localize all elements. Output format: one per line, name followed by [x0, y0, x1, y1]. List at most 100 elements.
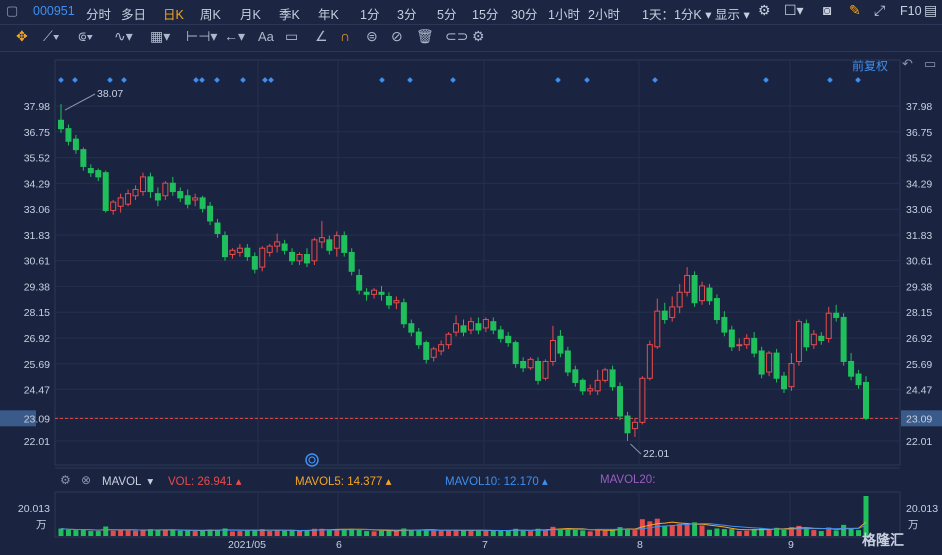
indicator-close-icon[interactable]: ⊗ — [81, 473, 92, 487]
event-marker-icon — [199, 77, 205, 83]
current-price-tag-left — [0, 410, 36, 427]
event-marker-icon — [240, 77, 246, 83]
x-tick-label: 6 — [336, 539, 342, 551]
candle-body — [512, 342, 519, 365]
y-tick-label-left: 35.52 — [24, 153, 50, 165]
candle-body — [87, 168, 94, 174]
candle-body — [594, 379, 601, 392]
candle-body — [661, 310, 668, 321]
event-marker-icon — [58, 77, 64, 83]
volume-bar — [438, 530, 444, 536]
period-tab[interactable]: 年K — [318, 8, 339, 22]
candle-body — [281, 243, 288, 251]
trash-icon[interactable]: 🗑 — [416, 28, 434, 44]
line-tool-icon[interactable]: ⟋▾ — [43, 28, 60, 44]
arrow-tool-icon[interactable]: ←▾ — [224, 28, 246, 44]
volume-bar — [662, 526, 668, 536]
low-marker-line — [630, 443, 642, 455]
link-icon[interactable]: ⊂⊃ — [445, 28, 469, 44]
volume-bar — [289, 530, 295, 536]
period-tab[interactable]: 日K — [163, 8, 184, 22]
draw-settings-icon[interactable]: ⚙ — [472, 28, 485, 44]
volume-bar — [364, 531, 370, 536]
x-tick-label: 8 — [637, 539, 643, 551]
candle-body — [490, 321, 497, 331]
text-tool[interactable]: Aa — [258, 29, 274, 44]
y-tick-label-right: 36.75 — [906, 127, 932, 139]
period-tab[interactable]: 1分 — [360, 8, 380, 22]
candle-body — [676, 291, 683, 308]
period-tab[interactable]: 季K — [279, 8, 300, 22]
y-tick-label-left: 28.15 — [24, 307, 50, 319]
volume-bar — [744, 530, 750, 536]
period-tab[interactable]: 周K — [200, 8, 221, 22]
period-tab[interactable]: 5分 — [437, 8, 457, 22]
volume-bar — [848, 528, 854, 536]
undo-icon[interactable]: ↶ — [902, 56, 913, 71]
measure-tool-icon[interactable]: ⊢⊣▾ — [186, 28, 218, 44]
indicator-select[interactable]: MAVOL ▾ — [102, 476, 154, 488]
period-tab[interactable]: 2小时 — [588, 8, 620, 22]
stock-code[interactable]: 000951 — [33, 4, 75, 18]
volume-bar — [595, 529, 601, 536]
fib-tool-icon[interactable]: ▦▾ — [150, 28, 171, 44]
candle-body — [378, 291, 385, 295]
volume-bar — [319, 528, 325, 536]
layout-icon[interactable]: ▤ — [924, 2, 938, 18]
candle-body — [184, 195, 191, 205]
volume-bar — [483, 530, 489, 536]
volume-bar — [393, 531, 399, 536]
period-tab[interactable]: 15分 — [472, 8, 499, 22]
candle-body — [341, 235, 348, 253]
candle-body — [125, 193, 132, 205]
volume-bar — [297, 531, 303, 536]
mavol10-value: MAVOL10: 12.170 ▴ — [445, 476, 548, 488]
event-marker-icon — [121, 77, 127, 83]
y-tick-label-left: 29.38 — [24, 281, 50, 293]
checkbox-icon[interactable]: ☐▾ — [784, 2, 804, 18]
indicator-settings-icon[interactable]: ⚙ — [60, 473, 71, 487]
period-tab[interactable]: 1小时 — [548, 8, 580, 22]
candle-body — [274, 241, 281, 247]
wave-tool-icon[interactable]: ∿▾ — [114, 28, 133, 44]
period-tab[interactable]: 分时 — [86, 8, 112, 22]
volume-bar — [833, 530, 839, 536]
window-icon[interactable]: ▢ — [6, 3, 19, 18]
pen-icon[interactable]: ✎ — [849, 2, 861, 18]
camera-icon[interactable]: ◙ — [823, 2, 832, 18]
period-tab[interactable]: 多日 — [121, 8, 147, 22]
volume-bar — [446, 530, 452, 536]
volume-bar — [341, 529, 347, 536]
fullscreen-icon[interactable]: ⤢ — [874, 2, 886, 18]
range-select[interactable]: 1天：1分K ▾ — [642, 8, 712, 22]
volume-bar — [207, 529, 213, 536]
hide-icon[interactable]: ⊘ — [391, 28, 403, 44]
display-select[interactable]: 显示 ▾ — [715, 8, 750, 22]
volume-bar — [796, 525, 802, 536]
volume-bar — [736, 531, 742, 536]
lock-icon[interactable]: ⊜ — [366, 28, 378, 44]
period-tab[interactable]: 3分 — [397, 8, 417, 22]
f10-button[interactable]: F10 — [900, 4, 922, 18]
candle-body — [296, 254, 303, 262]
period-tab[interactable]: 月K — [240, 8, 261, 22]
sidebar-toggle-icon[interactable]: ▭ — [924, 56, 937, 71]
volume-bar — [788, 527, 794, 536]
vol-value: VOL: 26.941 ▴ — [168, 476, 242, 488]
drawing-toolbar: ✥ ⟋▾ ⟃▾ ∿▾ ▦▾ ⊢⊣▾ ←▾ Aa ▭ ∠ ∩ ⊜ ⊘ 🗑 ⊂⊃ ⚙ — [0, 25, 942, 52]
candle-body — [192, 197, 199, 201]
volume-bar — [475, 530, 481, 536]
ray-tool-icon[interactable]: ⟃▾ — [78, 28, 94, 44]
magnet-icon[interactable]: ∩ — [340, 28, 351, 44]
crosshair-icon[interactable]: ✥ — [16, 28, 28, 44]
ruler-icon[interactable]: ∠ — [315, 28, 328, 44]
period-tab[interactable]: 30分 — [511, 8, 538, 22]
adjust-mode-button[interactable]: 前复权 — [852, 59, 889, 73]
settings-icon[interactable]: ⚙ — [758, 2, 771, 18]
candle-body — [229, 249, 236, 256]
candle-body — [781, 375, 788, 390]
volume-bar — [349, 528, 355, 536]
candle-body — [848, 360, 855, 377]
comment-icon[interactable]: ▭ — [285, 28, 299, 44]
